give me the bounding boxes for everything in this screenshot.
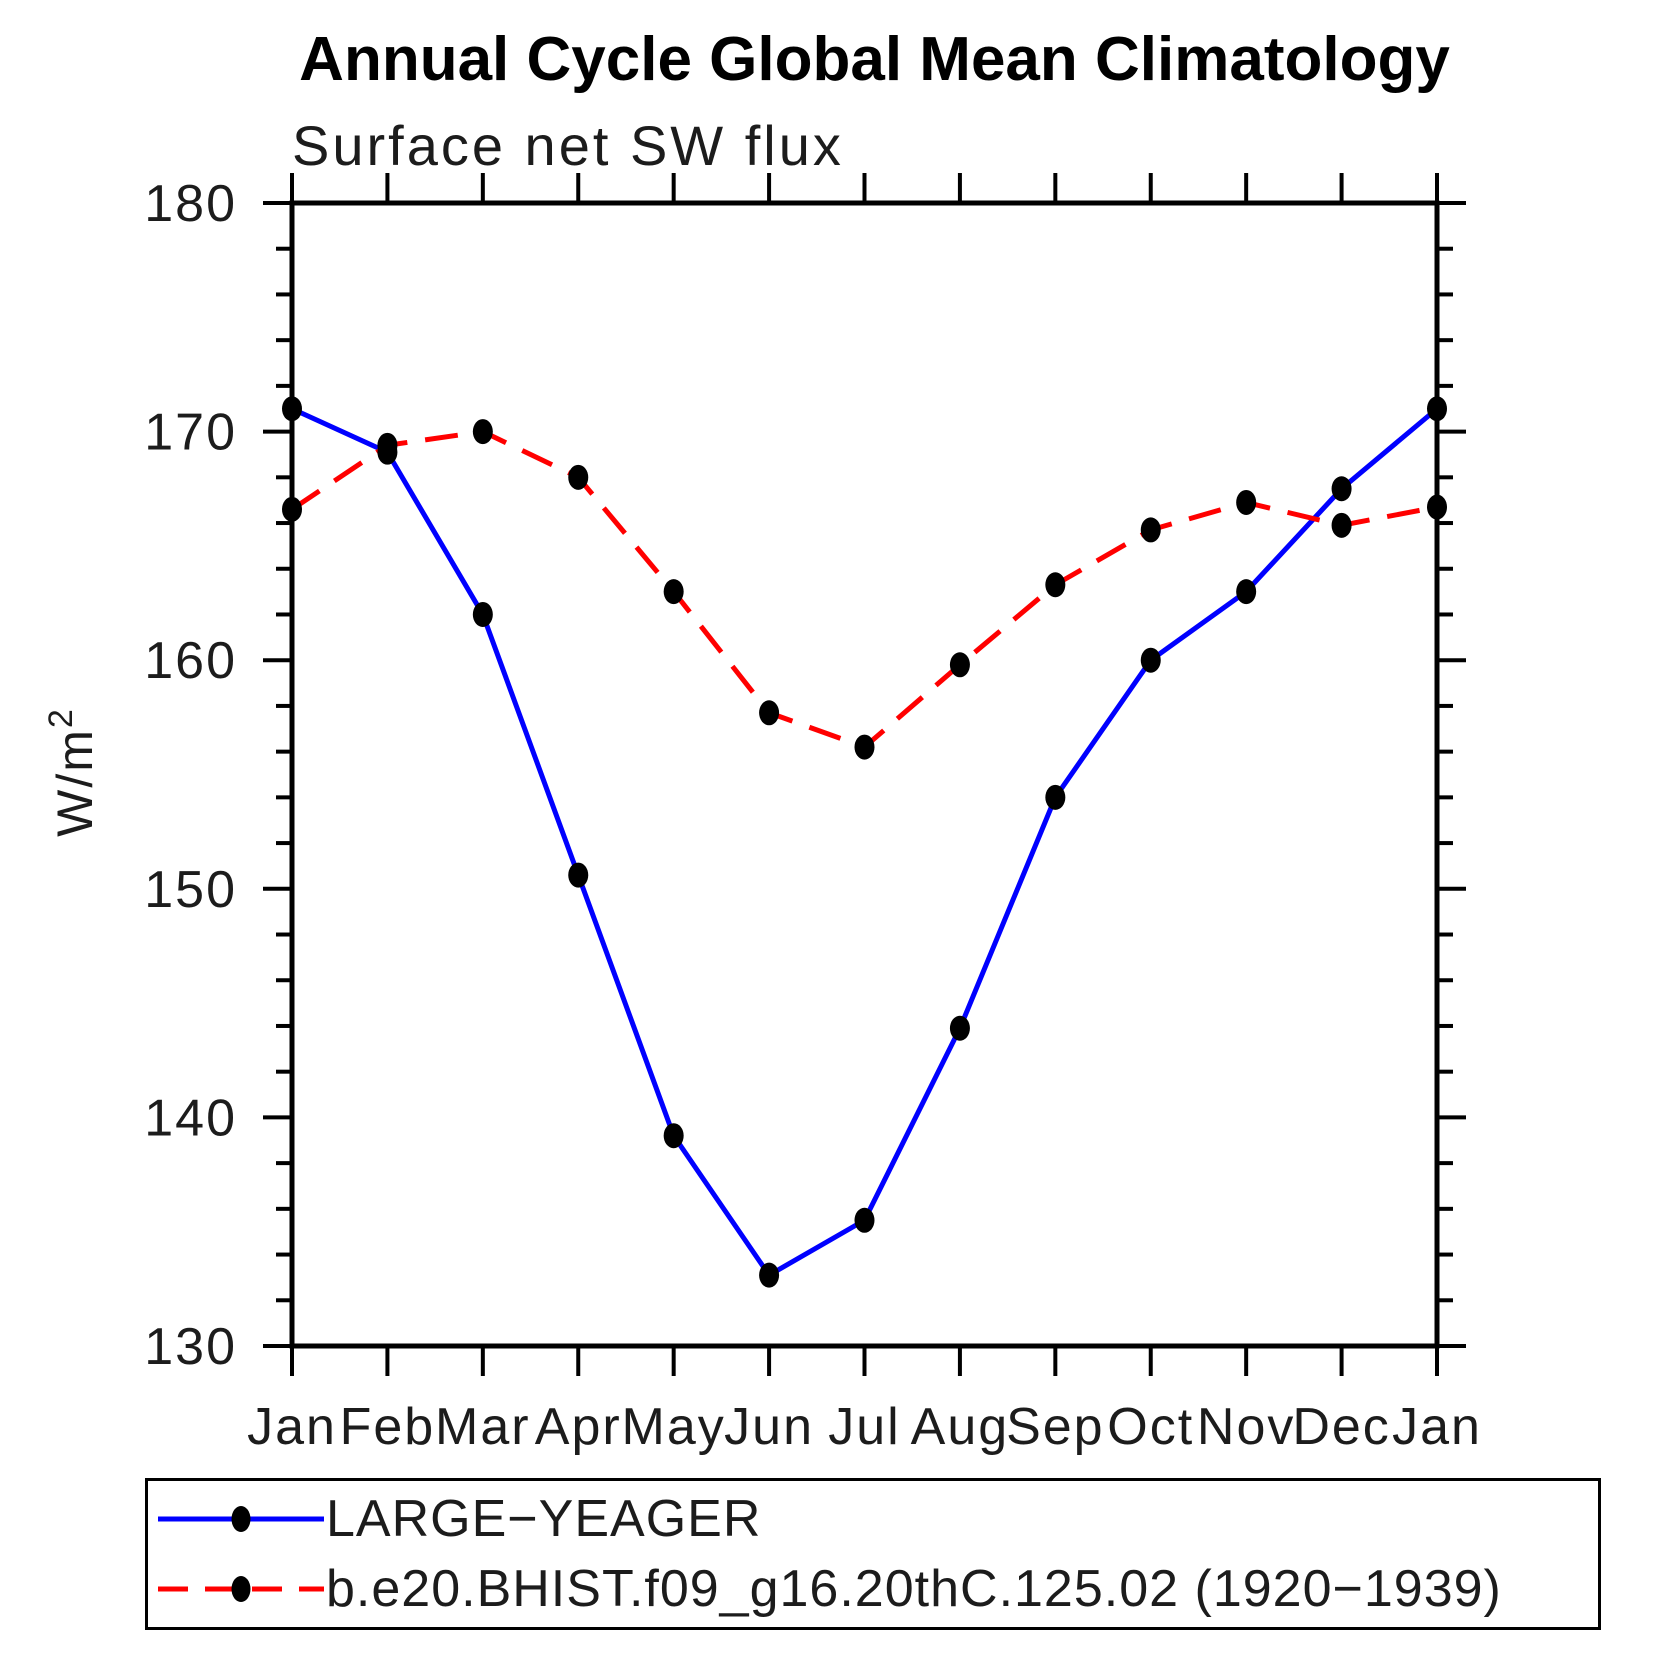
y-tick-label: 140 <box>144 1089 237 1147</box>
series-1-marker <box>949 652 970 678</box>
series-1-marker <box>568 464 589 490</box>
series-0-marker <box>759 1262 780 1288</box>
series-0-marker <box>949 1015 970 1041</box>
series-1-marker <box>854 734 875 760</box>
y-tick-label: 130 <box>144 1318 237 1376</box>
series-0-marker <box>568 862 589 888</box>
x-tick-label: Aug <box>911 1398 1010 1456</box>
series-1-marker <box>1045 572 1066 598</box>
series-1-marker <box>282 496 302 522</box>
series-1-marker <box>377 432 398 458</box>
x-tick-label: May <box>622 1398 726 1456</box>
series-1-marker <box>472 419 493 445</box>
series-1-marker <box>1140 517 1161 543</box>
series-line-1 <box>290 429 1438 750</box>
y-axis-label: W/m2 <box>42 707 103 837</box>
y-tick-label: 180 <box>144 175 237 233</box>
legend-swatch-solid-line <box>158 1506 324 1532</box>
x-tick-label: Jul <box>828 1398 900 1456</box>
series-1-marker <box>759 700 780 726</box>
x-tick-label: Nov <box>1197 1398 1295 1456</box>
series-0-marker <box>663 1123 684 1149</box>
series-0-marker <box>1331 476 1352 502</box>
x-tick-label: Sep <box>1006 1398 1105 1456</box>
series-0-marker <box>472 601 493 627</box>
series-0-marker <box>1045 784 1066 810</box>
x-tick-label: Jun <box>724 1398 814 1456</box>
legend-marker-dot <box>231 1506 251 1532</box>
legend-item-model-run: b.e20.BHIST.f09_g16.20thC.125.02 (1920−1… <box>148 1557 1598 1621</box>
series-0-marker <box>1236 579 1257 605</box>
x-tick-label: Oct <box>1107 1398 1194 1456</box>
legend-marker-dot <box>231 1576 251 1602</box>
legend-item-large-yeager: LARGE−YEAGER <box>148 1487 1598 1551</box>
x-tick-label: Jan <box>247 1398 337 1456</box>
series-1-marker <box>663 579 684 605</box>
legend-swatch-dashed-line <box>158 1576 324 1602</box>
x-tick-label: Dec <box>1292 1398 1390 1456</box>
legend-label-model-run: b.e20.BHIST.f09_g16.20thC.125.02 (1920−1… <box>326 1560 1502 1618</box>
series-1-marker <box>1331 512 1352 538</box>
y-tick-label: 170 <box>144 404 237 462</box>
series-line-0 <box>290 406 1439 1279</box>
x-tick-label: Feb <box>340 1398 436 1456</box>
x-tick-label: Mar <box>435 1398 531 1456</box>
y-tick-label: 160 <box>144 632 237 690</box>
series-0-marker <box>282 396 302 422</box>
plot-border <box>289 200 1440 1349</box>
x-tick-label: Apr <box>535 1398 622 1456</box>
legend-label-large-yeager: LARGE−YEAGER <box>326 1490 762 1548</box>
series-1-marker <box>1427 494 1447 520</box>
series-1-marker <box>1236 489 1257 515</box>
series-0-marker <box>854 1207 875 1233</box>
chart-subtitle: Surface net SW flux <box>292 114 844 177</box>
series-0-marker <box>1140 647 1161 673</box>
legend: LARGE−YEAGER b.e20.BHIST.f09_g16.20thC.1… <box>145 1478 1601 1630</box>
y-tick-label: 150 <box>144 861 237 919</box>
x-tick-label: Jan <box>1392 1398 1482 1456</box>
series-0-marker <box>1427 396 1447 422</box>
chart-title: Annual Cycle Global Mean Climatology <box>299 25 1450 94</box>
